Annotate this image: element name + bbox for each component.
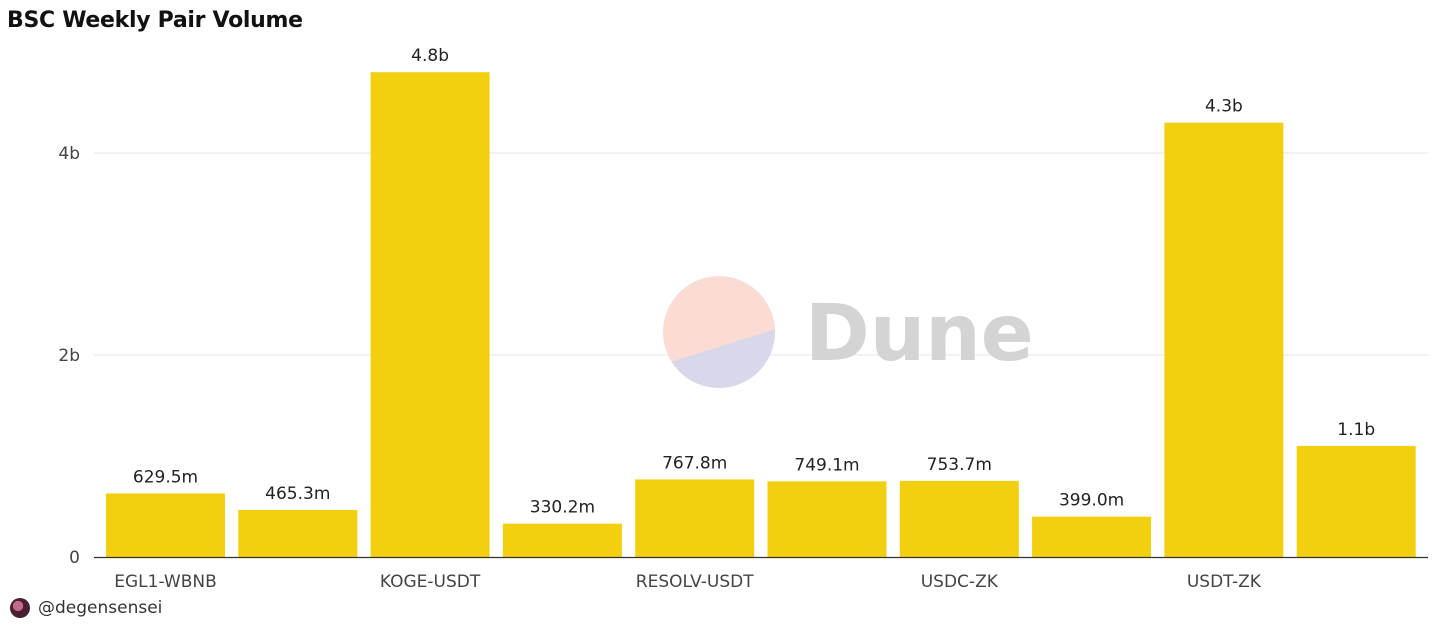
data-label: 1.1b	[1337, 420, 1375, 440]
bar[interactable]	[1032, 516, 1152, 557]
y-tick-label: 2b	[58, 346, 80, 366]
bar[interactable]	[1296, 445, 1416, 557]
data-label: 399.0m	[1059, 491, 1124, 511]
chart-title: BSC Weekly Pair Volume	[7, 8, 303, 33]
y-tick-label: 0	[69, 548, 80, 568]
dune-watermark: Dune	[663, 276, 1034, 388]
data-label: 767.8m	[662, 453, 727, 473]
footer: @degensensei	[10, 598, 162, 618]
data-label: 753.7m	[927, 455, 992, 475]
bar[interactable]	[370, 72, 490, 557]
footer-handle: @degensensei	[38, 598, 163, 618]
data-label: 465.3m	[265, 484, 330, 504]
bar[interactable]	[106, 493, 225, 557]
bar[interactable]	[899, 480, 1019, 557]
data-label: 4.3b	[1205, 97, 1243, 117]
watermark-text: Dune	[805, 289, 1034, 379]
data-label: 749.1m	[794, 455, 859, 475]
bars: 629.5m EGL1-WBNB 465.3m 4.8b KOGE-USDT 330.2m…	[106, 46, 1416, 592]
data-label: 330.2m	[530, 498, 595, 518]
bar[interactable]	[502, 523, 622, 557]
bar[interactable]	[238, 510, 358, 557]
bar[interactable]	[1164, 122, 1284, 557]
data-label: 629.5m	[133, 467, 198, 487]
bar[interactable]	[767, 481, 887, 557]
x-tick-label: RESOLV-USDT	[636, 572, 754, 592]
x-tick-label: USDT-ZK	[1187, 572, 1262, 592]
y-tick-label: 4b	[58, 144, 80, 164]
bar[interactable]	[635, 479, 755, 557]
x-tick-label: EGL1-WBNB	[114, 572, 217, 592]
x-tick-label: KOGE-USDT	[380, 572, 481, 592]
x-tick-label: USDC-ZK	[921, 572, 999, 592]
data-label: 4.8b	[411, 46, 449, 66]
avatar	[10, 598, 30, 618]
